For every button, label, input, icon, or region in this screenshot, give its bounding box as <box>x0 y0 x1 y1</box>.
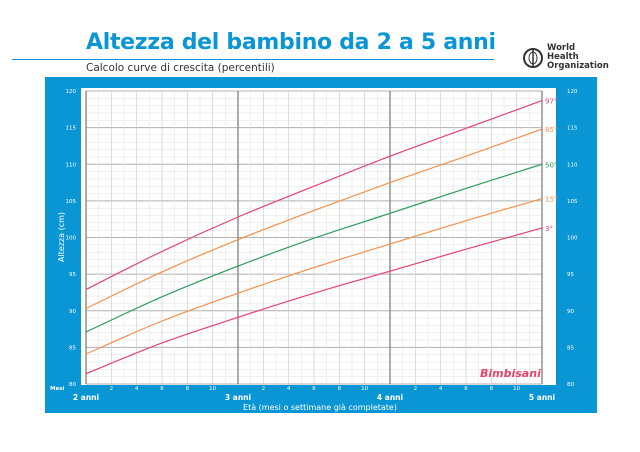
x-tick-label: 2 <box>262 386 266 392</box>
x-tick-label: 6 <box>464 386 468 392</box>
x-tick-label: 4 <box>287 386 291 392</box>
x-tick-label: 6 <box>312 386 316 392</box>
y-tick-label-left: 100 <box>66 236 77 242</box>
x-tick-label: 4 <box>439 386 443 392</box>
percentile-label-p97: 97° <box>545 98 557 106</box>
y-tick-label-left: 105 <box>66 199 77 205</box>
who-logo: World Health Organization <box>522 43 609 71</box>
x-tick-label: 10 <box>209 386 216 392</box>
x-tick-label: 8 <box>186 386 190 392</box>
y-tick-label-right: 95 <box>567 272 574 278</box>
who-name: World Health Organization <box>547 43 609 71</box>
y-axis-label: Altezza (cm) <box>57 212 66 262</box>
x-tick-label: 4 <box>135 386 139 392</box>
percentile-label-p3: 3° <box>545 225 553 233</box>
y-tick-label-right: 90 <box>567 309 574 315</box>
percentile-curve-p3 <box>85 227 543 375</box>
y-tick-label-right: 120 <box>567 89 578 95</box>
x-axis-label: Età (mesi o settimane già completate) <box>243 403 397 412</box>
percentile-curve-p97 <box>85 99 543 291</box>
year-label: 3 anni <box>225 393 251 402</box>
bimbisani-logo: Bimbisani <box>480 367 541 380</box>
y-tick-label-right: 80 <box>567 382 574 388</box>
x-tick-label: 10 <box>361 386 368 392</box>
x-tick-label: 2 <box>110 386 114 392</box>
y-tick-label-right: 100 <box>567 236 578 242</box>
percentile-label-p15: 15° <box>545 196 557 204</box>
y-tick-label-right: 85 <box>567 345 574 351</box>
x-tick-label: 8 <box>338 386 342 392</box>
who-emblem-icon <box>523 47 543 68</box>
year-label: 5 anni <box>529 393 555 402</box>
percentile-curve-p15 <box>85 198 543 355</box>
page-subtitle: Calcolo curve di crescita (percentili) <box>86 62 275 74</box>
x-tick-label: 8 <box>490 386 494 392</box>
page-title: Altezza del bambino da 2 a 5 anni <box>86 30 496 55</box>
year-label: 4 anni <box>377 393 403 402</box>
y-tick-label-right: 105 <box>567 199 578 205</box>
y-tick-label-left: 90 <box>69 309 76 315</box>
y-tick-label-left: 80 <box>69 382 76 388</box>
percentile-label-p50: 50° <box>545 161 557 169</box>
x-tick-label: 6 <box>160 386 164 392</box>
y-tick-label-left: 110 <box>66 162 77 168</box>
y-tick-label-right: 110 <box>567 162 578 168</box>
x-unit-label: Mesi <box>50 386 64 392</box>
y-tick-label-left: 85 <box>69 345 76 351</box>
year-label: 2 anni <box>73 393 99 402</box>
y-tick-label-left: 120 <box>66 89 77 95</box>
x-tick-label: 2 <box>414 386 418 392</box>
x-tick-label: 10 <box>513 386 520 392</box>
title-divider <box>12 59 494 60</box>
y-tick-label-left: 115 <box>66 126 77 132</box>
percentile-curve-p50 <box>85 163 543 333</box>
percentile-label-p85: 85° <box>545 126 557 134</box>
percentile-curve-p85 <box>85 128 543 310</box>
y-tick-label-right: 115 <box>567 126 578 132</box>
y-tick-label-left: 95 <box>69 272 76 278</box>
